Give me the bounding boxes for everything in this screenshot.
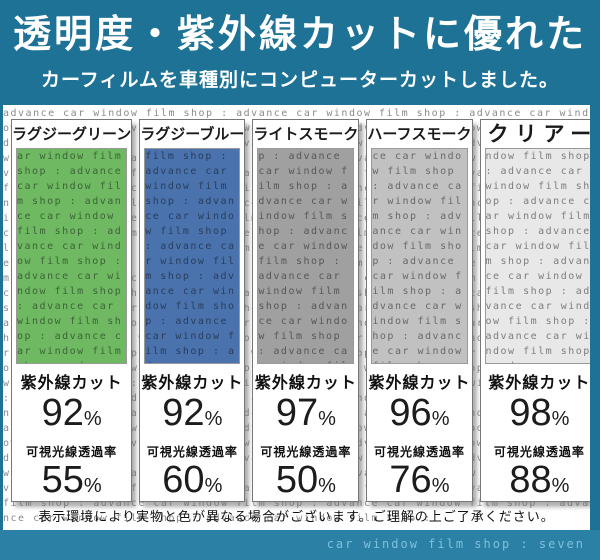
vlt-value: 88% bbox=[509, 459, 570, 502]
film-sample: ce car window film shop : advance car wi… bbox=[371, 147, 468, 365]
uv-cut-value: 96% bbox=[389, 392, 450, 435]
film-specs: 紫外線カット 92% 可視光線透過率 55% bbox=[12, 364, 131, 501]
vlt-label: 可視光線透過率 bbox=[260, 445, 352, 460]
vlt-value: 50% bbox=[275, 459, 336, 502]
vlt-value: 55% bbox=[41, 459, 102, 502]
film-sample: p : advance car window film shop : advan… bbox=[257, 147, 355, 365]
vlt-value: 76% bbox=[389, 459, 450, 502]
film-sample: ndow film shop : advance car window film… bbox=[484, 147, 590, 365]
vlt-label: 可視光線透過率 bbox=[146, 445, 238, 460]
page-subtitle: カーフィルムを車種別にコンピューターカットしました。 bbox=[40, 69, 560, 91]
film-specs: 紫外線カット 98% 可視光線透過率 88% bbox=[481, 364, 591, 501]
uv-cut-label: 紫外線カット bbox=[254, 375, 357, 393]
film-specs: 紫外線カット 92% 可視光線透過率 60% bbox=[140, 364, 244, 501]
uv-cut-label: 紫外線カット bbox=[488, 375, 590, 393]
vlt-label: 可視光線透過率 bbox=[373, 445, 465, 460]
footer: car window film shop : seven bbox=[0, 530, 600, 560]
uv-cut-label: 紫外線カット bbox=[141, 375, 244, 393]
film-panel-half-smoke: ハーフスモーク ce car window film shop : advanc… bbox=[366, 119, 473, 502]
vlt-label: 可視光線透過率 bbox=[26, 445, 118, 460]
vlt-label: 可視光線透過率 bbox=[493, 445, 585, 460]
film-specs: 紫外線カット 96% 可視光線透過率 76% bbox=[367, 364, 471, 501]
uv-cut-value: 92% bbox=[162, 392, 223, 435]
film-panel-light-smoke: ライトスモーク p : advance car window film shop… bbox=[252, 119, 360, 502]
film-name: ライトスモーク bbox=[253, 126, 359, 143]
film-name: クリアー bbox=[487, 123, 591, 146]
page-title: 透明度・紫外線カットに優れた bbox=[12, 14, 587, 56]
uv-cut-label: 紫外線カット bbox=[368, 375, 471, 393]
film-name: ハーフスモーク bbox=[367, 126, 472, 143]
film-panel-luxy-green: ラグジーグリーン ar window film shop : advance c… bbox=[11, 119, 133, 502]
film-sample: film shop : advance car window film shop… bbox=[144, 147, 241, 365]
film-tint-overlay bbox=[145, 148, 240, 364]
uv-cut-label: 紫外線カット bbox=[20, 375, 123, 393]
shop-name: car window film shop : seven bbox=[326, 537, 585, 551]
film-specs: 紫外線カット 97% 可視光線透過率 50% bbox=[253, 364, 358, 501]
uv-cut-value: 92% bbox=[41, 392, 102, 435]
film-name: ラグジーブルー bbox=[140, 126, 245, 143]
film-comparison-area: advance car window film shop : advance c… bbox=[3, 105, 590, 530]
film-sample: ar window film shop : advance car window… bbox=[16, 147, 128, 365]
disclaimer-text: 表示環境により実物と色が異なる場合がございます。ご理解の上ご了承ください。 bbox=[38, 509, 555, 524]
film-tint-overlay bbox=[17, 148, 127, 364]
film-tint-overlay bbox=[258, 148, 354, 364]
film-panels-row: ラグジーグリーン ar window film shop : advance c… bbox=[11, 119, 590, 502]
film-panel-luxy-blue: ラグジーブルー film shop : advance car window f… bbox=[139, 119, 246, 502]
film-tint-overlay bbox=[485, 148, 590, 364]
uv-cut-value: 98% bbox=[509, 392, 570, 435]
film-tint-overlay bbox=[372, 148, 467, 364]
header: 透明度・紫外線カットに優れた カーフィルムを車種別にコンピューターカットしました… bbox=[0, 0, 600, 105]
uv-cut-value: 97% bbox=[275, 392, 336, 435]
film-name: ラグジーグリーン bbox=[12, 126, 132, 143]
film-panel-clear: クリアー ndow film shop : advance car window… bbox=[479, 119, 591, 502]
vlt-value: 60% bbox=[162, 459, 223, 502]
